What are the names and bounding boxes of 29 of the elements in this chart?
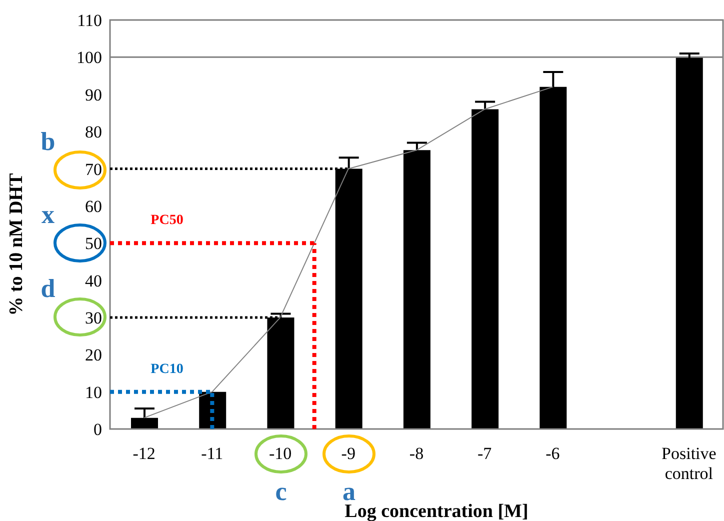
y-tick-label: 100 [76,48,102,68]
y-tick-label: 0 [94,420,102,440]
x-tick-label: -11 [201,444,224,463]
x-tick-label: -8 [409,444,424,463]
ref-line-label: PC50 [150,213,184,228]
text: d [40,274,56,303]
line-series [144,86,554,418]
x-tick-label: Positive control [662,444,716,483]
x-tick-label: -6 [546,444,560,463]
ref-line-label: PC10 [150,362,184,377]
y-tick-label: 20 [85,346,102,365]
y-tick-label: 60 [85,196,102,216]
x-tick-label: -10 [268,444,292,463]
y-tick-label: 40 [85,271,102,290]
bar [676,57,703,429]
x-tick-label: -9 [341,444,356,463]
text: c [275,477,287,506]
y-axis-title: % to 10 nM DHT [6,172,27,316]
y-tick-label: 10 [85,382,102,402]
text: x [42,200,54,229]
y-tick-label: 110 [77,11,102,30]
y-tick-label: 90 [85,85,102,104]
x-tick-label: -12 [132,444,156,463]
y-tick-label: 30 [85,308,102,328]
y-tick-label: 50 [85,234,102,254]
x-tick-label: -7 [478,444,492,463]
y-tick-label: 80 [85,122,102,142]
y-tick-label: 70 [85,160,102,179]
text: b [40,127,56,156]
